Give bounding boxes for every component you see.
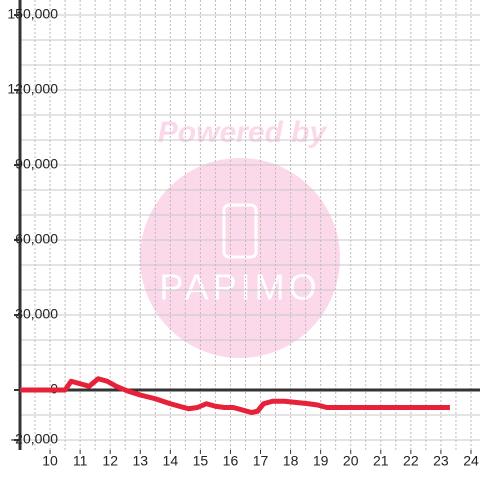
x-tick-label: 10 bbox=[42, 453, 58, 469]
x-tick-label: 11 bbox=[73, 453, 88, 469]
y-tick-label: 150,000 bbox=[7, 6, 58, 22]
x-tick-label: 21 bbox=[373, 453, 389, 469]
y-tick-label: 90,000 bbox=[15, 156, 58, 172]
y-tick-label: -20,000 bbox=[11, 431, 59, 447]
x-tick-label: 18 bbox=[283, 453, 299, 469]
x-tick-label: 14 bbox=[163, 453, 179, 469]
watermark-logo: PAPIMO bbox=[159, 267, 320, 308]
x-tick-label: 22 bbox=[403, 453, 419, 469]
y-tick-label: 60,000 bbox=[15, 231, 58, 247]
watermark-phone bbox=[222, 203, 258, 259]
x-tick-label: 17 bbox=[253, 453, 269, 469]
x-tick-label: 24 bbox=[463, 453, 479, 469]
watermark: Powered by PAPIMO bbox=[140, 116, 340, 358]
x-tick-label: 13 bbox=[132, 453, 148, 469]
x-tick-label: 23 bbox=[433, 453, 449, 469]
x-tick-label: 20 bbox=[343, 453, 359, 469]
data-line bbox=[20, 376, 450, 415]
x-tick-label: 16 bbox=[223, 453, 239, 469]
y-tick-label: 30,000 bbox=[15, 306, 58, 322]
x-tick-label: 19 bbox=[313, 453, 329, 469]
y-tick-label: 120,000 bbox=[7, 81, 58, 97]
x-tick-label: 15 bbox=[193, 453, 209, 469]
x-tick-label: 12 bbox=[102, 453, 118, 469]
watermark-text: Powered by bbox=[158, 116, 328, 149]
